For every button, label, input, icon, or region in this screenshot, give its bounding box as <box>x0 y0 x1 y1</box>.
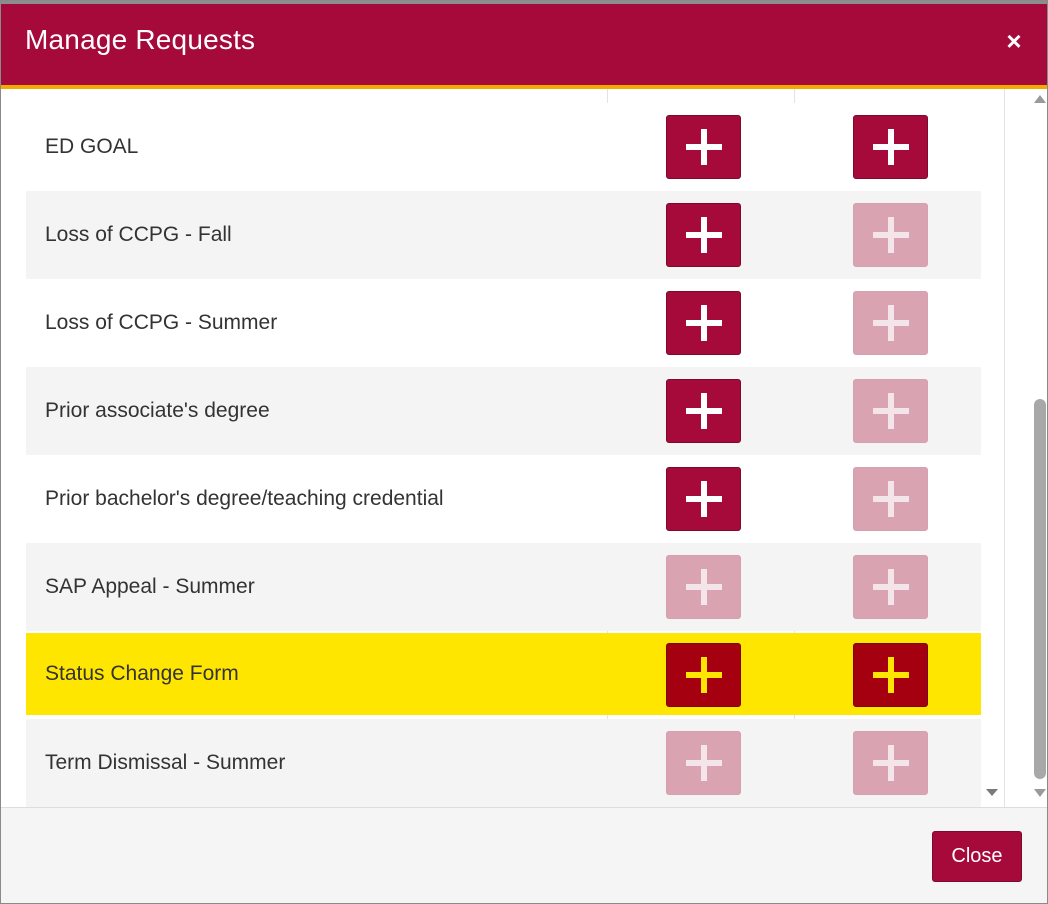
plus-icon <box>872 129 909 165</box>
scroll-up-arrow-icon[interactable] <box>1034 95 1046 103</box>
request-label: Prior associate's degree <box>45 399 270 422</box>
plus-icon <box>872 305 909 341</box>
header-accent-bar <box>1 85 1047 92</box>
request-label: Loss of CCPG - Summer <box>45 311 278 334</box>
request-label: SAP Appeal - Summer <box>45 575 255 598</box>
plus-icon <box>685 657 722 693</box>
add-button-col1[interactable] <box>666 379 741 443</box>
table-row: Loss of CCPG - Fall <box>26 191 981 279</box>
add-button-col2-disabled <box>853 555 928 619</box>
close-icon[interactable]: × <box>1006 26 1022 56</box>
add-button-col2-disabled <box>853 203 928 267</box>
request-label: Prior bachelor's degree/teaching credent… <box>45 487 444 510</box>
add-button-col2-disabled <box>853 291 928 355</box>
add-button-col1-disabled <box>666 555 741 619</box>
table-row-highlighted: Status Change Form <box>26 633 981 715</box>
table-right-border <box>1004 89 1005 807</box>
table-row: Loss of CCPG - Summer <box>26 279 981 367</box>
add-button-col1[interactable] <box>666 291 741 355</box>
add-button-col1-disabled <box>666 731 741 795</box>
plus-icon <box>872 481 909 517</box>
plus-icon <box>685 305 722 341</box>
request-label: ED GOAL <box>45 135 139 158</box>
add-button-col1[interactable] <box>666 203 741 267</box>
dialog-title: Manage Requests <box>25 24 256 55</box>
add-button-col1[interactable] <box>666 467 741 531</box>
request-label: Status Change Form <box>45 662 239 685</box>
plus-icon <box>872 569 909 605</box>
plus-icon <box>872 745 909 781</box>
table-row: ED GOAL <box>26 103 981 191</box>
close-button[interactable]: Close <box>932 831 1022 882</box>
dialog-header: Manage Requests × <box>1 1 1047 92</box>
plus-icon <box>685 569 722 605</box>
plus-icon <box>872 657 909 693</box>
add-button-col2[interactable] <box>853 115 928 179</box>
inner-scroll-down-arrow-icon[interactable] <box>986 789 998 796</box>
table-row: SAP Appeal - Summer <box>26 543 981 631</box>
add-button-col2-disabled <box>853 731 928 795</box>
add-button-col1[interactable] <box>666 643 741 707</box>
plus-icon <box>872 393 909 429</box>
scroll-down-arrow-icon[interactable] <box>1034 789 1046 797</box>
table-row: Prior bachelor's degree/teaching credent… <box>26 455 981 543</box>
add-button-col2-disabled <box>853 467 928 531</box>
add-button-col1[interactable] <box>666 115 741 179</box>
requests-table-area: ED GOAL Loss of CCPG - Fall Loss of CCPG… <box>1 89 1047 807</box>
request-label: Loss of CCPG - Fall <box>45 223 232 246</box>
scrollbar-thumb[interactable] <box>1034 399 1046 779</box>
add-button-col2-disabled <box>853 379 928 443</box>
dialog-footer: Close <box>1 807 1047 903</box>
plus-icon <box>685 129 722 165</box>
plus-icon <box>685 393 722 429</box>
plus-icon <box>685 481 722 517</box>
table-row: Prior associate's degree <box>26 367 981 455</box>
plus-icon <box>872 217 909 253</box>
table-row: Term Dismissal - Summer <box>26 719 981 807</box>
request-label: Term Dismissal - Summer <box>45 751 286 774</box>
add-button-col2[interactable] <box>853 643 928 707</box>
plus-icon <box>685 745 722 781</box>
plus-icon <box>685 217 722 253</box>
